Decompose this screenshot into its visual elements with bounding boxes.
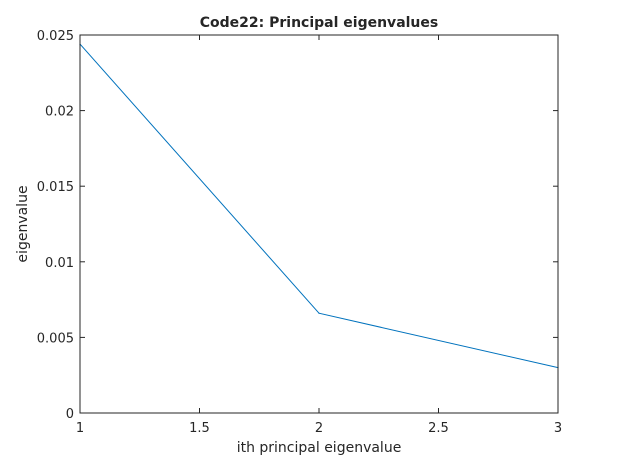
plot-area bbox=[80, 35, 558, 413]
y-tick-label: 0.025 bbox=[37, 29, 74, 44]
y-tick-label: 0.015 bbox=[37, 180, 74, 195]
chart-title: Code22: Principal eigenvalues bbox=[200, 15, 438, 31]
x-tick-label: 1 bbox=[76, 421, 84, 436]
x-tick-label: 1.5 bbox=[189, 421, 210, 436]
y-tick-label: 0.005 bbox=[37, 331, 74, 346]
x-tick-label: 2 bbox=[315, 421, 323, 436]
y-tick-label: 0 bbox=[66, 407, 74, 422]
y-tick-label: 0.02 bbox=[45, 105, 74, 120]
x-tick-label: 3 bbox=[554, 421, 562, 436]
plot-box bbox=[79, 34, 559, 414]
x-tick-label: 2.5 bbox=[428, 421, 449, 436]
y-tick-label: 0.01 bbox=[45, 256, 74, 271]
axis-ticks: 1 1.5 2 2.5 3 0 0.005 0.01 0.015 0.02 0.025 bbox=[37, 29, 562, 436]
x-axis-label: ith principal eigenvalue bbox=[237, 440, 402, 456]
y-axis-label: eigenvalue bbox=[15, 185, 31, 262]
data-point bbox=[318, 312, 320, 314]
